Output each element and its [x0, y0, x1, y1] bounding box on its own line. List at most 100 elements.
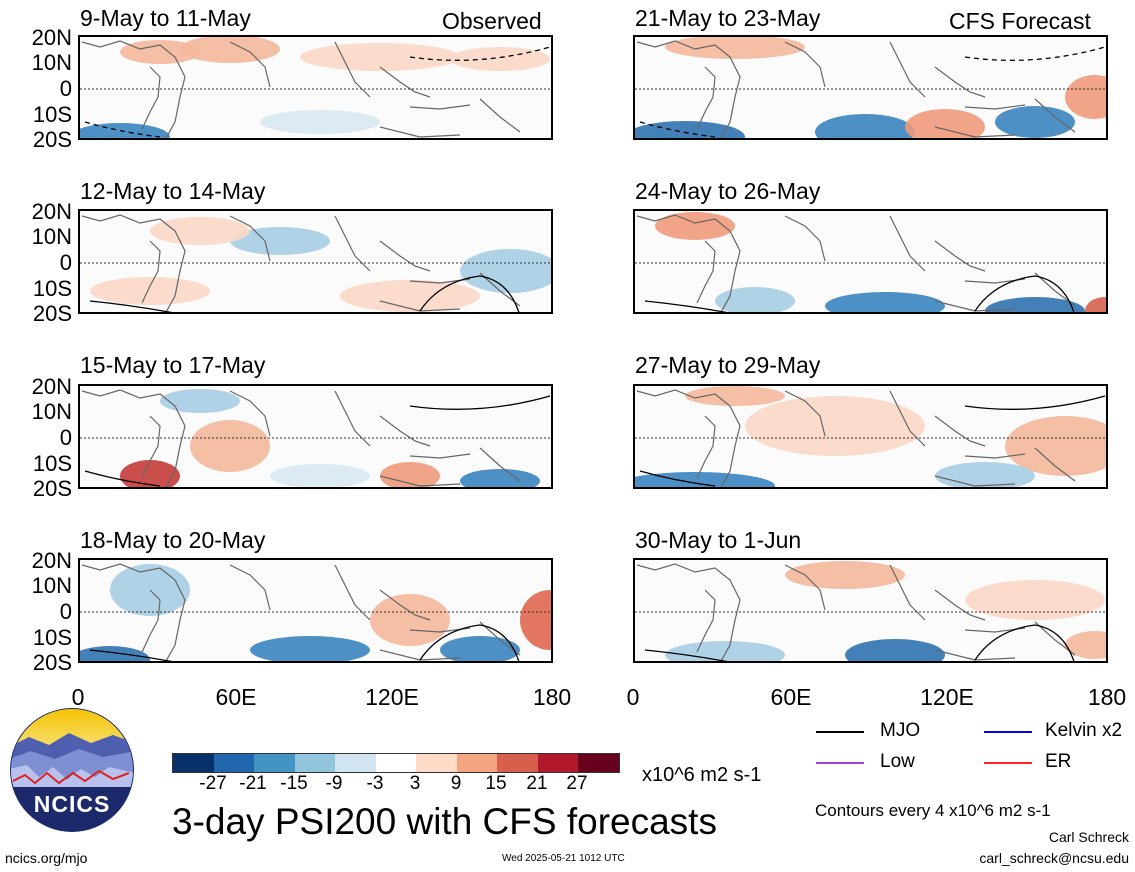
x-label: 0: [71, 684, 85, 710]
colorbar-swatch: [497, 754, 538, 772]
legend-label-er: ER: [1045, 751, 1072, 772]
anomaly-region: [270, 464, 370, 487]
colorbar-swatch: [537, 754, 578, 772]
anomaly-region: [715, 287, 795, 312]
colorbar-tick: -15: [280, 773, 308, 794]
anomaly-map: [635, 212, 1106, 312]
legend-line-low: [816, 762, 864, 764]
anomaly-map: [80, 389, 551, 487]
logo-graphic: [10, 708, 134, 832]
anomaly-region: [635, 121, 745, 138]
panel-title: 18-May to 20-May: [80, 527, 266, 553]
anomaly-region: [260, 110, 380, 134]
anomaly-region: [1065, 75, 1106, 119]
anomaly-region: [935, 462, 1035, 487]
colorbar-swatch: [375, 754, 416, 772]
anomaly-region: [985, 297, 1085, 312]
colorbar-swatch: [335, 754, 376, 772]
panel-title: 24-May to 26-May: [635, 178, 821, 204]
x-label: 0: [626, 684, 640, 710]
anomaly-region: [120, 460, 180, 487]
y-label: 0: [59, 425, 72, 450]
y-label: 10S: [32, 102, 72, 127]
colorbar-swatch: [254, 754, 295, 772]
anomaly-region: [815, 114, 915, 138]
mjo-contour: [89, 624, 520, 661]
anomaly-region: [380, 462, 440, 487]
legend-line-mjo: [816, 731, 864, 733]
anomaly-region: [460, 469, 540, 487]
panel-label-observed: Observed: [442, 8, 542, 34]
x-label: 120E: [920, 684, 974, 710]
y-label: 10S: [32, 276, 72, 301]
colorbar-swatch: [578, 754, 619, 772]
y-label: 20N: [31, 374, 72, 399]
anomaly-region: [905, 109, 985, 138]
map-panel: [78, 558, 553, 663]
panel-title: 27-May to 29-May: [635, 352, 821, 378]
map-panel: [78, 209, 553, 314]
anomaly-region: [250, 636, 370, 661]
panel-title: 21-May to 23-May: [635, 5, 821, 31]
y-label: 10N: [31, 50, 72, 75]
anomaly-region: [190, 420, 270, 472]
legend-line-kelvin: [984, 731, 1032, 733]
colorbar-swatch: [173, 754, 214, 772]
y-label: 20N: [31, 548, 72, 573]
anomaly-region: [665, 641, 785, 661]
anomaly-region: [160, 389, 240, 413]
coastline: [81, 40, 521, 138]
anomaly-region: [635, 472, 775, 487]
coastline: [81, 214, 521, 312]
legend-label-kelvin: Kelvin x2: [1045, 720, 1123, 741]
site-link[interactable]: ncics.org/mjo: [5, 850, 88, 866]
colorbar-units: x10^6 m2 s-1: [642, 764, 762, 786]
anomaly-region: [745, 396, 925, 456]
anomaly-region: [1065, 631, 1106, 659]
y-label: 10N: [31, 224, 72, 249]
anomaly-region: [230, 227, 330, 255]
x-label: 120E: [365, 684, 419, 710]
anomaly-map: [635, 386, 1106, 487]
anomaly-region: [845, 639, 945, 661]
coastline: [636, 214, 1076, 312]
colorbar-tick: -3: [366, 773, 384, 794]
y-label: 20N: [31, 25, 72, 50]
y-label: 10N: [31, 399, 72, 424]
page-title: 3-day PSI200 with CFS forecasts: [172, 801, 717, 842]
anomaly-region: [120, 40, 200, 64]
mjo-contour: [644, 624, 1075, 661]
ncics-logo: NCICS: [9, 707, 135, 833]
anomaly-map: [80, 37, 551, 138]
y-label: 20S: [32, 301, 72, 326]
coastline: [636, 40, 1076, 138]
colorbar-tick: 27: [566, 773, 588, 794]
map-panel: [78, 35, 553, 140]
x-label: 60E: [770, 684, 812, 710]
colorbar-swatch: [294, 754, 335, 772]
map-panel: [633, 209, 1108, 314]
colorbar-swatch: [213, 754, 254, 772]
anomaly-map: [80, 214, 551, 312]
panel-title: 15-May to 17-May: [80, 352, 266, 378]
legend-line-er: [984, 762, 1032, 764]
y-label: 0: [59, 76, 72, 101]
panel-title: 9-May to 11-May: [80, 5, 251, 31]
colorbar-tick: -9: [325, 773, 343, 794]
y-label: 20S: [32, 476, 72, 501]
legend-label-low: Low: [880, 751, 915, 772]
mjo-contour: [84, 395, 551, 487]
y-label: 0: [59, 250, 72, 275]
anomaly-region: [90, 277, 210, 305]
y-label: 0: [59, 599, 72, 624]
anomaly-map: [80, 563, 551, 661]
colorbar-tick: 9: [450, 773, 462, 794]
anomaly-region: [460, 249, 551, 293]
map-panel: [633, 384, 1108, 489]
email[interactable]: carl_schreck@ncsu.edu: [979, 850, 1129, 866]
colorbar-swatch: [416, 754, 457, 772]
anomaly-region: [825, 292, 945, 312]
legend-label-mjo: MJO: [880, 720, 921, 741]
anomaly-map: [635, 561, 1106, 661]
anomaly-region: [80, 123, 170, 138]
